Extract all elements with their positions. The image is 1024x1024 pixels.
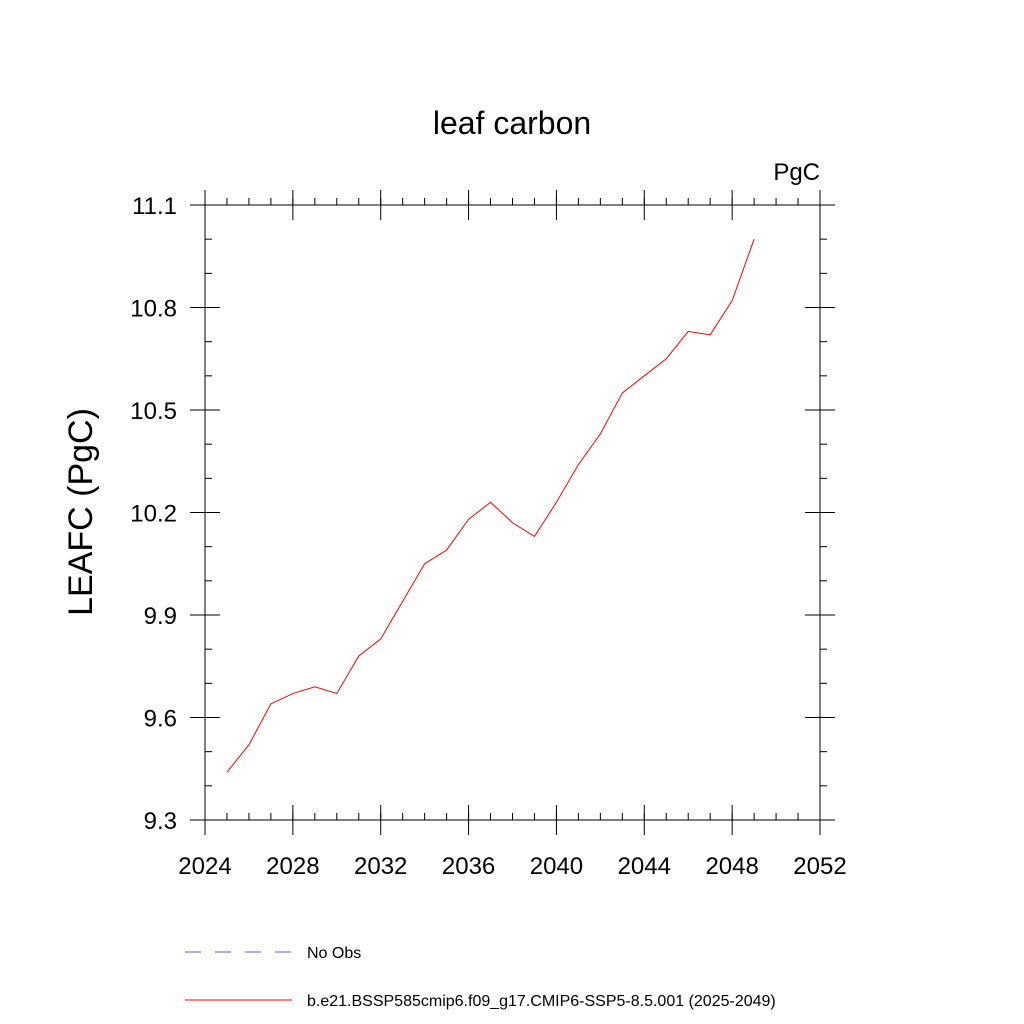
y-tick-label: 9.9: [144, 603, 177, 630]
plot-frame: [204, 204, 821, 821]
y-tick-label: 10.2: [130, 501, 177, 528]
y-tick-label: 9.6: [144, 706, 177, 733]
y-tick-label: 11.1: [132, 193, 177, 220]
chart-title: leaf carbon: [433, 105, 591, 141]
y-axis-label: LEAFC (PgC): [62, 408, 100, 616]
x-tick-label: 2028: [266, 853, 319, 880]
y-tick-label: 10.8: [130, 296, 177, 323]
y-tick-label: 10.5: [130, 398, 177, 425]
x-tick-label: 2032: [354, 853, 407, 880]
x-tick-label: 2040: [530, 853, 583, 880]
x-axis-ticks: 2024 2028 2032 2036 2040 2044 2048 2052: [178, 190, 847, 880]
y-axis-ticks: 9.3 9.6 9.9 10.2 10.5 10.8 11.1: [130, 193, 835, 835]
legend-label: No Obs: [307, 945, 361, 962]
x-tick-label: 2044: [618, 853, 671, 880]
x-tick-label: 2052: [793, 853, 846, 880]
series-line: [226, 239, 755, 773]
x-tick-label: 2048: [705, 853, 758, 880]
x-tick-label: 2036: [442, 853, 495, 880]
y-tick-label: 9.3: [144, 808, 177, 835]
x-tick-label: 2024: [178, 853, 231, 880]
series-layer: [226, 239, 755, 773]
units-label: PgC: [773, 159, 820, 186]
legend: No Obs b.e21.BSSP585cmip6.f09_g17.CMIP6-S…: [185, 945, 776, 1010]
legend-label: b.e21.BSSP585cmip6.f09_g17.CMIP6-SSP5-8.…: [307, 993, 776, 1010]
